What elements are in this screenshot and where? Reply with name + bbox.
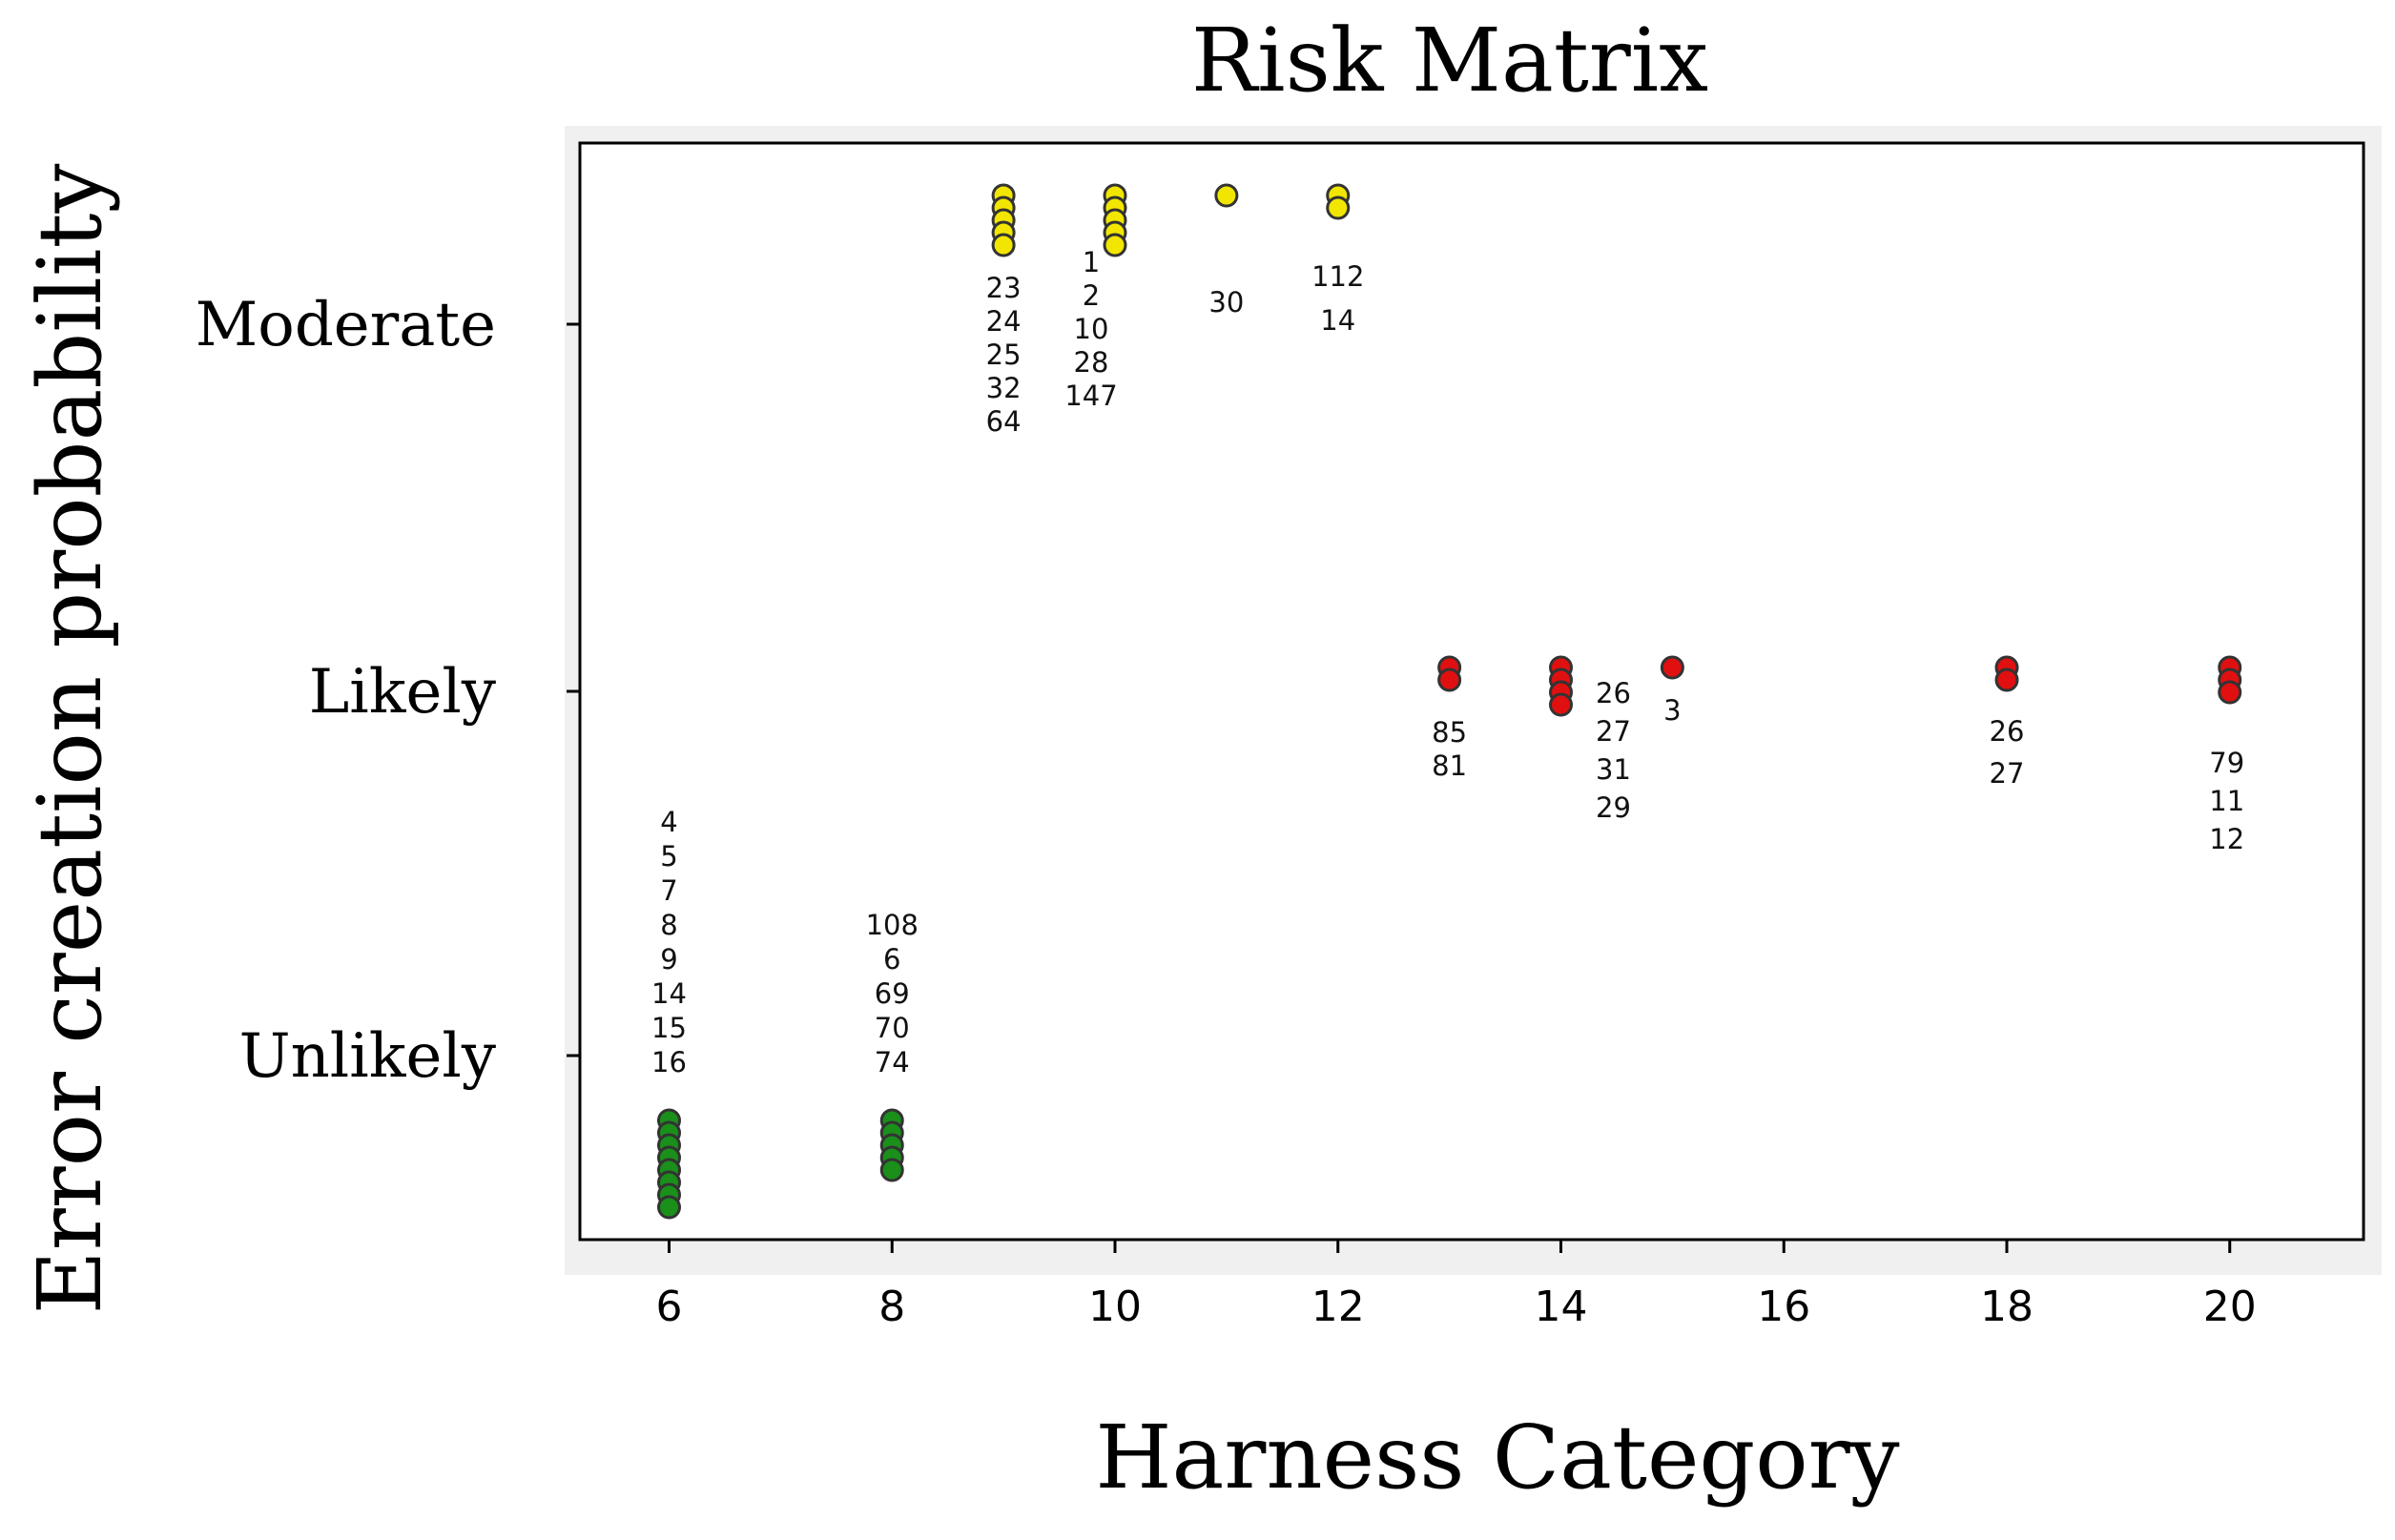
point-x18-1 bbox=[1994, 667, 2019, 692]
x-tick-label-6: 6 bbox=[656, 1283, 683, 1331]
point-x20-2 bbox=[2218, 680, 2242, 705]
point-label-x6-4: 9 bbox=[660, 943, 677, 975]
axis-ticks bbox=[567, 322, 2232, 1253]
y-axis: Unlikely Likely Moderate bbox=[196, 290, 496, 1092]
y-tick-label-moderate: Moderate bbox=[196, 290, 496, 360]
point-x14-3 bbox=[1549, 692, 1573, 717]
y-axis-title: Error creation probability bbox=[19, 164, 121, 1315]
y-tick-label-likely: Likely bbox=[309, 657, 496, 728]
x-axis-title: Harness Category bbox=[1095, 1407, 1899, 1509]
y-tick-label-unlikely: Unlikely bbox=[239, 1021, 496, 1092]
point-label-x18-0: 26 bbox=[1990, 715, 2025, 748]
point-label-x10-0: 1 bbox=[1083, 246, 1100, 278]
point-label-x20-1: 11 bbox=[2209, 785, 2244, 817]
point-label-x6-0: 4 bbox=[660, 806, 677, 838]
point-label-x20-2: 12 bbox=[2209, 823, 2244, 855]
point-label-x8-3: 70 bbox=[875, 1012, 910, 1044]
point-x11-0 bbox=[1214, 183, 1239, 208]
point-label-x6-1: 5 bbox=[660, 840, 677, 873]
point-label-x6-2: 7 bbox=[660, 874, 677, 907]
point-x13-1 bbox=[1437, 667, 1462, 692]
point-label-x18-1: 27 bbox=[1990, 757, 2025, 790]
point-x12-1 bbox=[1326, 195, 1351, 220]
point-label-x11-0: 30 bbox=[1208, 286, 1244, 318]
data-points: 4578914151610866970742324253264121028147… bbox=[651, 183, 2244, 1220]
point-label-x9-1: 24 bbox=[986, 305, 1022, 338]
point-label-x10-4: 147 bbox=[1064, 380, 1117, 412]
point-x8-4 bbox=[879, 1158, 904, 1182]
x-tick-label-10: 10 bbox=[1088, 1283, 1142, 1331]
point-x6-7 bbox=[657, 1195, 681, 1220]
point-label-x15-0: 3 bbox=[1663, 694, 1681, 727]
point-label-x14-2: 31 bbox=[1596, 753, 1631, 786]
chart-title: Risk Matrix bbox=[1191, 10, 1708, 112]
x-tick-label-12: 12 bbox=[1311, 1283, 1365, 1331]
plot-area bbox=[578, 141, 2365, 1242]
point-label-x8-0: 108 bbox=[866, 909, 919, 941]
point-label-x10-3: 28 bbox=[1074, 346, 1109, 379]
point-label-x6-3: 8 bbox=[660, 909, 677, 941]
x-axis: 6 8 10 12 14 16 18 20 bbox=[656, 1283, 2257, 1331]
point-label-x12-0: 112 bbox=[1311, 260, 1364, 293]
point-label-x8-4: 74 bbox=[875, 1046, 910, 1078]
point-label-x13-0: 85 bbox=[1432, 716, 1467, 749]
point-label-x14-1: 27 bbox=[1596, 715, 1631, 748]
point-label-x14-3: 29 bbox=[1596, 791, 1631, 824]
point-x10-4 bbox=[1103, 233, 1127, 257]
x-tick-label-8: 8 bbox=[878, 1283, 905, 1331]
point-label-x6-7: 16 bbox=[651, 1046, 687, 1078]
point-label-x9-2: 25 bbox=[986, 339, 1022, 371]
point-label-x20-0: 79 bbox=[2209, 747, 2244, 779]
point-label-x14-0: 26 bbox=[1596, 677, 1631, 709]
x-tick-label-20: 20 bbox=[2203, 1283, 2257, 1331]
x-tick-label-14: 14 bbox=[1535, 1283, 1588, 1331]
x-tick-label-18: 18 bbox=[1980, 1283, 2034, 1331]
point-x15-0 bbox=[1660, 655, 1684, 680]
point-label-x10-1: 2 bbox=[1083, 279, 1100, 312]
x-tick-label-16: 16 bbox=[1757, 1283, 1810, 1331]
point-label-x12-1: 14 bbox=[1320, 304, 1355, 337]
point-label-x8-1: 6 bbox=[883, 943, 900, 975]
point-x9-4 bbox=[991, 233, 1016, 257]
point-label-x13-1: 81 bbox=[1432, 749, 1467, 782]
point-label-x9-3: 32 bbox=[986, 372, 1022, 404]
point-label-x6-5: 14 bbox=[651, 977, 687, 1010]
point-label-x9-0: 23 bbox=[986, 272, 1022, 304]
point-label-x9-4: 64 bbox=[986, 405, 1022, 438]
point-label-x6-6: 15 bbox=[651, 1012, 687, 1044]
point-label-x10-2: 10 bbox=[1074, 313, 1109, 345]
point-label-x8-2: 69 bbox=[875, 977, 910, 1010]
